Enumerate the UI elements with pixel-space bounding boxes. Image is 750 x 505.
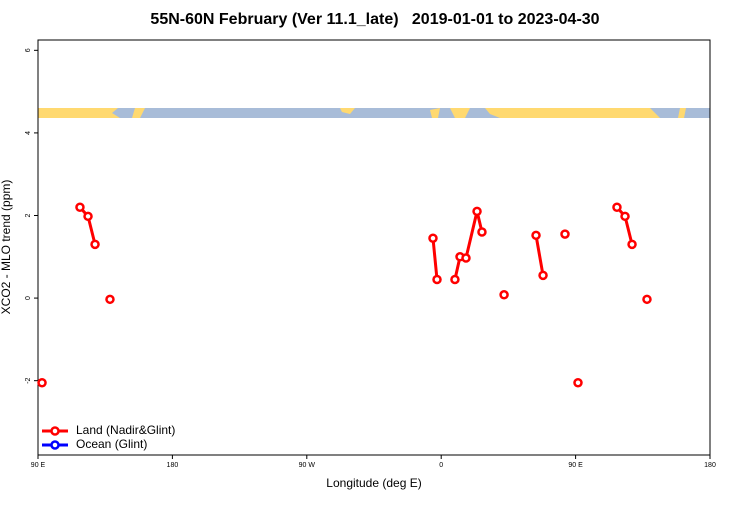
- land-band: [38, 108, 120, 118]
- point: [560, 229, 570, 239]
- land-band: [485, 108, 660, 118]
- point: [531, 230, 541, 241]
- point: [477, 227, 487, 237]
- point: [450, 274, 460, 285]
- legend-marker: [50, 440, 60, 450]
- y-tick-label: 6: [25, 48, 32, 52]
- y-tick-label: 2: [25, 213, 32, 217]
- y-axis-label: XCO2 - MLO trend (ppm): [0, 180, 13, 315]
- x-tick-label: 90 E: [568, 462, 583, 469]
- x-tick-label: 180: [704, 462, 716, 469]
- point: [538, 270, 548, 281]
- y-tick-label: 0: [25, 296, 32, 300]
- point: [105, 294, 115, 305]
- point: [432, 274, 442, 285]
- point: [90, 239, 100, 250]
- chart-title: 55N-60N February (Ver 11.1_late) 2019-01…: [150, 11, 599, 28]
- x-tick-label: 90 E: [31, 462, 46, 469]
- legend-label: Land (Nadir&Glint): [76, 423, 175, 437]
- land-band: [430, 108, 440, 118]
- point: [499, 290, 509, 300]
- point: [642, 294, 652, 305]
- x-tick-label: 180: [167, 462, 179, 469]
- point: [461, 253, 471, 263]
- point: [83, 211, 93, 222]
- point: [75, 202, 85, 212]
- land-band: [340, 108, 355, 114]
- plot-frame: [37, 39, 711, 456]
- point: [612, 202, 622, 212]
- point: [627, 239, 637, 250]
- x-tick-label: 90 W: [299, 462, 316, 469]
- point: [37, 377, 47, 388]
- point: [620, 211, 630, 222]
- legend-label: Ocean (Glint): [76, 437, 147, 451]
- x-axis-label: Longitude (deg E): [326, 476, 421, 490]
- ocean-band: [38, 108, 710, 118]
- legend-marker: [50, 426, 60, 436]
- y-tick-label: 4: [25, 131, 32, 135]
- point: [428, 233, 438, 243]
- x-tick-label: 0: [439, 462, 443, 469]
- point: [472, 206, 482, 217]
- land-ocean-band: [38, 108, 710, 118]
- land-band: [678, 108, 686, 118]
- point: [573, 377, 583, 388]
- land-band: [132, 108, 145, 118]
- y-tick-label: -2: [25, 377, 32, 383]
- land-band: [450, 108, 470, 118]
